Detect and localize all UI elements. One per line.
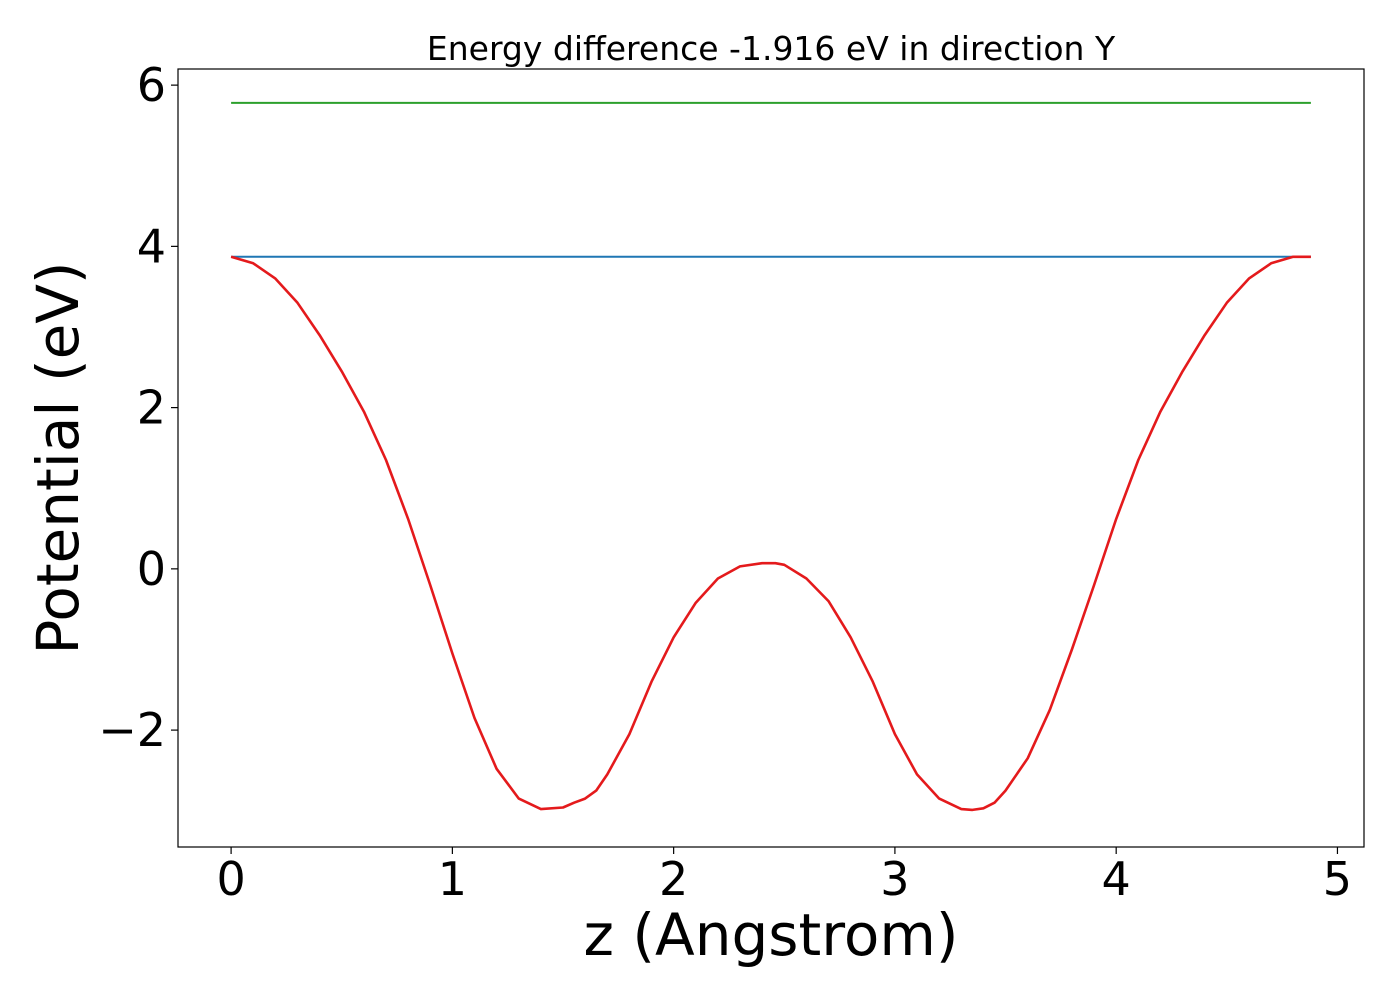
chart-title: Energy difference -1.916 eV in direction… <box>427 29 1116 68</box>
series-line-0 <box>230 255 1311 812</box>
y-tick-label: −2 <box>98 703 166 757</box>
x-tick-label: 0 <box>216 852 245 906</box>
x-tick-label: 5 <box>1323 852 1352 906</box>
y-tick-label: 2 <box>137 381 166 435</box>
plot-frame <box>177 68 1365 848</box>
y-tick-label: 0 <box>137 542 166 596</box>
axis-ticks: 0 1 2 3 4 5 −2 0 2 4 6 <box>98 58 1352 906</box>
x-axis-label: z (Angstrom) <box>584 901 959 969</box>
y-tick-label: 6 <box>137 58 166 112</box>
x-tick-label: 4 <box>1102 852 1131 906</box>
y-axis-label: Potential (eV) <box>24 261 92 654</box>
x-tick-label: 3 <box>880 852 909 906</box>
y-tick-label: 4 <box>137 219 166 273</box>
plot-area <box>230 101 1311 812</box>
x-tick-label: 1 <box>438 852 467 906</box>
x-tick-label: 2 <box>659 852 688 906</box>
